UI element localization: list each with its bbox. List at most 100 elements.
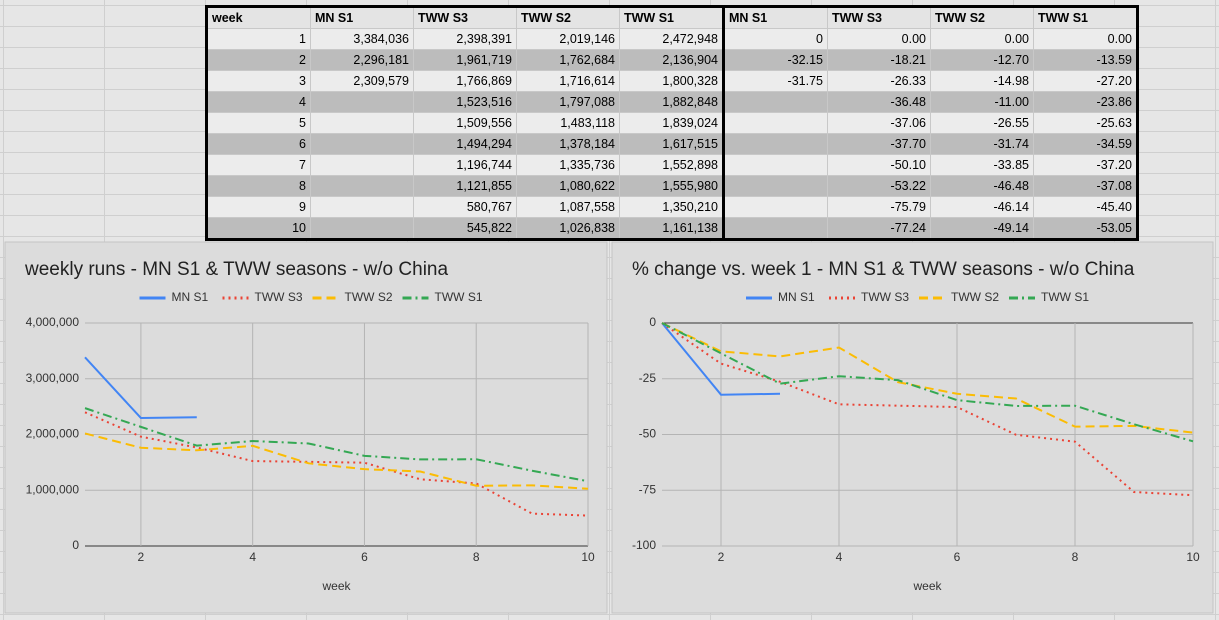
table-cell [310, 154, 414, 176]
y-tick-label: 2,000,000 [26, 427, 80, 441]
data-table: week MN S1 TWW S3 TWW S2 TWW S1 MN S1 TWW S3 TW… [205, 5, 1139, 241]
table-cell: 1,161,138 [619, 217, 725, 240]
x-axis-label: week [912, 579, 942, 593]
x-tick-label: 8 [1072, 550, 1079, 564]
x-axis-label: week [321, 579, 351, 593]
table-cell: -18.21 [827, 49, 931, 71]
table-cell: -45.40 [1033, 196, 1138, 218]
table-cell: 2,136,904 [619, 49, 725, 71]
legend-label: TWW S3 [255, 290, 303, 304]
table-cell: -46.48 [930, 175, 1034, 197]
table-cell: 545,822 [413, 217, 517, 240]
table-cell: 2,019,146 [516, 28, 620, 50]
table-cell: 0 [723, 28, 828, 50]
table-cell: 1,555,980 [619, 175, 725, 197]
table-cell: 1,523,516 [413, 91, 517, 113]
x-tick-label: 10 [581, 550, 595, 564]
table-cell: 1,087,558 [516, 196, 620, 218]
table-row: 1 3,384,036 2,398,391 2,019,146 2,472,948 0 0.… [206, 28, 1138, 50]
table-cell: 1,839,024 [619, 112, 725, 134]
table-cell: -11.00 [930, 91, 1034, 113]
chart-panel [611, 241, 1214, 614]
x-tick-label: 6 [954, 550, 961, 564]
table-cell [723, 133, 828, 155]
table-cell: -77.24 [827, 217, 931, 240]
table-cell: -25.63 [1033, 112, 1138, 134]
table-cell: MN S1 [723, 6, 828, 29]
x-tick-label: 2 [138, 550, 145, 564]
legend-label: MN S1 [172, 290, 209, 304]
table-row: 9 580,767 1,087,558 1,350,210 -75.79 -46.14 -4… [206, 196, 1138, 218]
y-tick-label: -75 [639, 482, 657, 496]
series-line [661, 322, 1194, 497]
table-cell: 1,494,294 [413, 133, 517, 155]
table-cell: 1,961,719 [413, 49, 517, 71]
table-cell: 1,483,118 [516, 112, 620, 134]
table-cell: 1,882,848 [619, 91, 725, 113]
table-row: 5 1,509,556 1,483,118 1,839,024 -37.06 -26.55… [206, 112, 1138, 134]
chart-title: weekly runs - MN S1 & TWW seasons - w/o … [24, 259, 448, 280]
table-row: 2 2,296,181 1,961,719 1,762,684 2,136,904 -32… [206, 49, 1138, 71]
table-cell: 1,716,614 [516, 70, 620, 92]
table-cell [310, 91, 414, 113]
table-cell: 1,617,515 [619, 133, 725, 155]
table-cell [310, 175, 414, 197]
y-tick-label: 0 [649, 315, 656, 329]
series-line [661, 322, 1194, 434]
table-cell: -32.15 [723, 49, 828, 71]
legend-label: TWW S1 [1041, 290, 1089, 304]
table-cell: 1,121,855 [413, 175, 517, 197]
y-tick-label: -100 [632, 538, 656, 552]
table-cell [723, 196, 828, 218]
table-cell: -37.70 [827, 133, 931, 155]
x-tick-label: 8 [473, 550, 480, 564]
table-row: 10 545,822 1,026,838 1,161,138 -77.24 -49.14-… [206, 217, 1138, 240]
table-row: 8 1,121,855 1,080,622 1,555,980 -53.22 -46.48… [206, 175, 1138, 197]
table-cell: -27.20 [1033, 70, 1138, 92]
table-row: 6 1,494,294 1,378,184 1,617,515 -37.70 -31.74… [206, 133, 1138, 155]
y-tick-label: 0 [72, 538, 79, 552]
table-cell: 1,196,744 [413, 154, 517, 176]
table-cell: week [206, 6, 311, 29]
table-cell: 0.00 [930, 28, 1034, 50]
series-line [84, 411, 589, 517]
table-cell: TWW S2 [930, 6, 1034, 29]
table-cell [310, 112, 414, 134]
y-tick-label: -50 [639, 427, 657, 441]
table-cell: 10 [206, 217, 311, 240]
x-tick-label: 4 [836, 550, 843, 564]
table-cell: 1,509,556 [413, 112, 517, 134]
x-tick-label: 6 [361, 550, 368, 564]
table-cell: 1,335,736 [516, 154, 620, 176]
y-tick-label: 1,000,000 [26, 482, 80, 496]
table-cell: 1,026,838 [516, 217, 620, 240]
table-cell: -46.14 [930, 196, 1034, 218]
table-cell: -31.75 [723, 70, 828, 92]
table-row: 3 2,309,579 1,766,869 1,716,614 1,800,328 -31… [206, 70, 1138, 92]
table-cell: 5 [206, 112, 311, 134]
chart-panel [4, 241, 608, 614]
table-cell [723, 91, 828, 113]
table-cell: -53.22 [827, 175, 931, 197]
table-cell: -75.79 [827, 196, 931, 218]
x-tick-label: 4 [249, 550, 256, 564]
table-cell: 1,552,898 [619, 154, 725, 176]
legend-label: MN S1 [778, 290, 815, 304]
table-cell: -31.74 [930, 133, 1034, 155]
table-cell [723, 217, 828, 240]
x-tick-label: 2 [718, 550, 725, 564]
y-tick-label: 3,000,000 [26, 371, 80, 385]
table-cell: -34.59 [1033, 133, 1138, 155]
chart-title: % change vs. week 1 - MN S1 & TWW season… [632, 259, 1135, 280]
table-cell: -37.20 [1033, 154, 1138, 176]
table-cell [310, 133, 414, 155]
table-row: 4 1,523,516 1,797,088 1,882,848 -36.48 -11.00… [206, 91, 1138, 113]
table-cell: -37.08 [1033, 175, 1138, 197]
table-cell: 1,350,210 [619, 196, 725, 218]
legend-label: TWW S3 [861, 290, 909, 304]
table-cell: 8 [206, 175, 311, 197]
table-cell: 4 [206, 91, 311, 113]
table-cell: 1,800,328 [619, 70, 725, 92]
